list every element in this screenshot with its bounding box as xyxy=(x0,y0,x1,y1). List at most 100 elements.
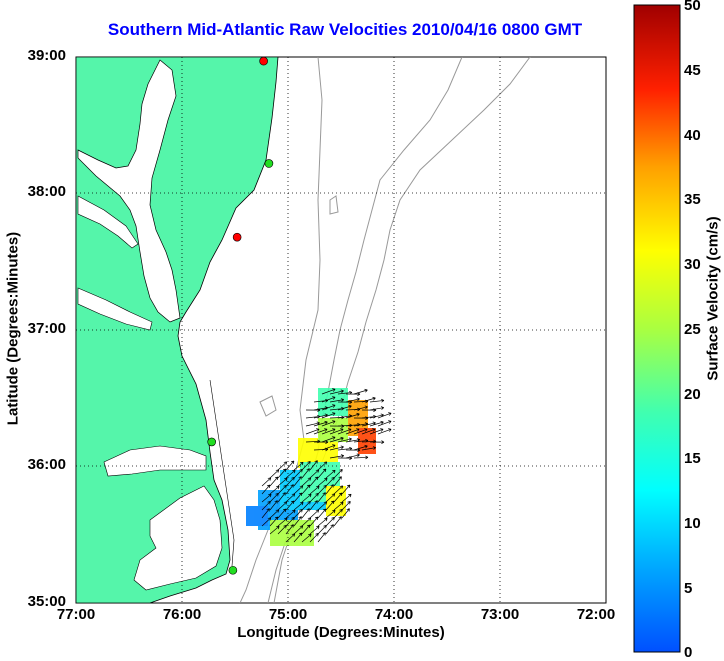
lon-tick-77: 77:00 xyxy=(56,606,96,623)
velocity-arrow xyxy=(329,428,344,435)
velocity-arrow xyxy=(269,516,279,527)
velocity-arrow xyxy=(301,484,311,495)
velocity-arrow xyxy=(293,516,302,527)
velocity-arrow xyxy=(277,517,288,527)
y-axis-label: Latitude (Degrees:Minutes) xyxy=(4,231,22,426)
velocity-arrow xyxy=(285,469,296,479)
velocity-arrow xyxy=(361,396,376,403)
velocity-arrow xyxy=(345,412,360,419)
velocity-arrow xyxy=(329,436,344,443)
velocity-arrow xyxy=(301,461,311,471)
colorbar-tick-20: 20 xyxy=(684,386,701,403)
barrier-islands xyxy=(209,379,235,567)
station-marker xyxy=(207,437,216,447)
velocity-arrow xyxy=(337,404,352,411)
velocity-arrow xyxy=(293,476,302,487)
velocity-arrow xyxy=(333,469,343,479)
bathymetry-contour-shallow xyxy=(239,57,323,603)
lat-tick-35: 35:00 xyxy=(27,593,66,610)
lon-tick-73: 73:00 xyxy=(480,606,520,623)
river-potomac xyxy=(77,195,139,249)
pamlico-sound xyxy=(133,485,223,591)
velocity-arrow xyxy=(369,428,384,435)
lat-tick-36: 36:00 xyxy=(27,456,66,473)
velocity-arrow xyxy=(285,460,295,471)
velocity-arrow xyxy=(361,446,377,451)
velocity-arrow xyxy=(309,516,319,527)
velocity-arrow xyxy=(341,508,350,519)
velocity-arrow xyxy=(353,455,369,460)
x-axis-label: Longitude (Degrees:Minutes) xyxy=(237,624,445,641)
colorbar-tick-35: 35 xyxy=(684,191,701,208)
velocity-arrow xyxy=(329,389,344,395)
colorbar-tick-40: 40 xyxy=(684,127,701,144)
velocity-arrow xyxy=(321,404,336,411)
velocity-arrow xyxy=(321,412,336,419)
velocity-arrow xyxy=(293,532,303,543)
velocity-arrow xyxy=(309,460,318,471)
velocity-arrow xyxy=(377,428,392,435)
velocity-arrow xyxy=(309,500,318,511)
velocity-arrow xyxy=(317,508,327,519)
radar-stations xyxy=(207,57,274,575)
velocity-arrow xyxy=(321,428,336,435)
velocity-arrow xyxy=(269,485,280,495)
velocity-arrow xyxy=(317,532,326,543)
velocity-arrow xyxy=(337,428,352,435)
velocity-arrow xyxy=(269,476,279,487)
station-marker xyxy=(264,159,274,168)
velocity-arrow xyxy=(317,492,326,503)
colorbar-tick-15: 15 xyxy=(684,450,701,467)
velocity-arrow xyxy=(341,493,352,503)
velocity-arrow xyxy=(369,420,384,427)
velocity-arrow xyxy=(353,444,368,451)
velocity-arrow xyxy=(333,485,344,495)
velocity-arrow xyxy=(277,477,288,487)
velocity-arrow xyxy=(333,476,342,487)
velocity-arrow xyxy=(309,485,320,495)
river-james xyxy=(77,287,153,331)
velocity-arrow xyxy=(269,525,280,535)
colorbar-tick-0: 0 xyxy=(684,644,693,661)
velocity-arrow xyxy=(301,508,310,519)
colorbar-tick-25: 25 xyxy=(684,321,701,338)
velocity-arrow xyxy=(301,533,312,543)
velocity-arrow xyxy=(321,444,336,451)
velocity-arrow xyxy=(317,477,328,487)
velocity-arrow xyxy=(261,493,272,503)
colorbar-tick-50: 50 xyxy=(684,0,701,14)
velocity-arrow xyxy=(313,420,328,427)
velocity-arrow xyxy=(313,428,328,435)
velocity-arrow xyxy=(333,501,344,511)
velocity-arrow xyxy=(293,461,304,471)
velocity-arrow xyxy=(277,508,287,519)
velocity-arrow xyxy=(369,440,385,444)
station-marker xyxy=(228,565,238,575)
velocity-arrow xyxy=(325,469,336,479)
velocity-arrow xyxy=(285,484,294,495)
chesapeake-bay xyxy=(77,59,181,323)
velocity-arrow xyxy=(325,524,334,535)
velocity-arrow xyxy=(345,397,360,403)
velocity-arrow xyxy=(329,454,345,459)
lon-tick-72: 72:00 xyxy=(576,606,616,623)
station-marker xyxy=(232,232,242,242)
velocity-arrow xyxy=(285,524,294,535)
map-title: Southern Mid-Atlantic Raw Velocities 201… xyxy=(107,20,583,39)
velocity-arrow xyxy=(325,484,334,495)
velocity-arrow xyxy=(261,508,270,519)
velocity-arrow xyxy=(309,476,319,487)
velocity-arrow xyxy=(277,468,287,479)
velocity-arrow xyxy=(317,461,328,471)
velocity-arrow xyxy=(333,516,342,527)
velocity-arrow xyxy=(325,509,336,519)
velocity-arrow xyxy=(377,412,392,419)
velocity-arrow xyxy=(293,492,303,503)
velocity-arrow xyxy=(277,461,288,471)
colorbar-tick-10: 10 xyxy=(684,515,701,532)
velocity-arrow xyxy=(325,500,335,511)
velocity-arrow xyxy=(329,445,344,451)
velocity-arrow xyxy=(321,436,336,443)
velocity-arrow xyxy=(305,428,320,435)
bathymetry-patch xyxy=(259,195,339,417)
